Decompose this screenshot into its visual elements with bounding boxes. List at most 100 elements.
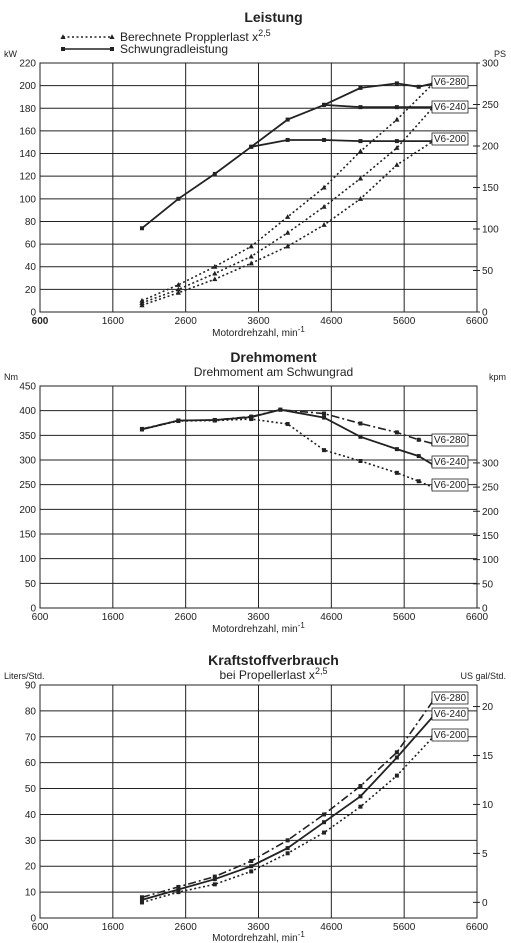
x-tick-label: 3600 xyxy=(247,612,270,623)
y2-tick-label: 50 xyxy=(482,579,494,590)
y2-tick-label: 100 xyxy=(482,225,499,236)
data-point xyxy=(139,302,145,308)
y2-tick-label: 150 xyxy=(482,531,499,542)
data-point xyxy=(176,196,181,201)
data-point xyxy=(357,148,364,154)
data-point xyxy=(416,84,421,89)
x-tick-label: 1600 xyxy=(102,612,125,623)
y-tick-label: 10 xyxy=(25,888,37,899)
data-point xyxy=(394,430,399,435)
x-tick-label: 5600 xyxy=(393,922,416,933)
data-point xyxy=(139,427,144,432)
x-tick-label: 2600 xyxy=(175,316,198,327)
data-point xyxy=(212,874,217,879)
data-point xyxy=(321,222,327,227)
legend-marker xyxy=(60,34,66,39)
plot-frame xyxy=(39,385,478,609)
y-tick-label: 60 xyxy=(25,758,37,769)
series-tag-box xyxy=(431,455,469,469)
x-tick-label: 5600 xyxy=(393,612,416,623)
series-tag-label: V6-240 xyxy=(434,709,467,720)
data-point xyxy=(394,447,399,452)
y-tick-label: 40 xyxy=(25,810,37,821)
y2-tick-label: 10 xyxy=(482,800,494,811)
y-tick-label: 250 xyxy=(19,480,36,491)
y-tick-label: 160 xyxy=(19,126,36,137)
x-tick-label: 6600 xyxy=(466,612,489,623)
data-point xyxy=(357,196,364,201)
series-tag: V6-200 xyxy=(431,478,469,492)
series-tag: V6-200 xyxy=(431,132,469,146)
x-axis-label-superscript: -1 xyxy=(298,930,306,939)
data-point xyxy=(321,203,327,209)
data-point xyxy=(249,417,254,422)
x-tick-label: 1600 xyxy=(102,922,125,933)
y2-tick-label: 100 xyxy=(482,555,499,566)
data-point xyxy=(248,243,254,249)
data-point xyxy=(358,434,363,439)
data-point xyxy=(358,458,363,463)
y2-tick-label: 250 xyxy=(482,483,499,494)
x-tick-label: 6600 xyxy=(466,922,489,933)
data-point xyxy=(358,139,363,144)
data-point xyxy=(212,171,217,176)
series-tag-box xyxy=(431,100,469,114)
data-point xyxy=(358,804,363,809)
y-tick-label: 0 xyxy=(30,604,36,615)
y-tick-label: 200 xyxy=(19,81,36,92)
data-point xyxy=(212,418,217,423)
series-tag-label: V6-240 xyxy=(434,457,467,468)
y-tick-label: 40 xyxy=(25,262,37,273)
data-point xyxy=(285,214,291,219)
y2-tick-label: 300 xyxy=(482,458,499,469)
y-axis-unit-right: kpm xyxy=(489,372,506,382)
x-axis-label: Motordrehzahl, min-1 xyxy=(212,325,305,339)
data-point xyxy=(285,117,290,122)
y-tick-label: 50 xyxy=(25,784,37,795)
data-point xyxy=(285,838,290,843)
y-tick-label: 80 xyxy=(25,706,37,717)
data-point xyxy=(358,85,363,90)
data-point xyxy=(394,162,400,167)
y2-tick-label: 0 xyxy=(482,604,488,615)
y2-tick-label: 15 xyxy=(482,751,494,762)
y-tick-label: 450 xyxy=(19,382,36,393)
data-point xyxy=(278,407,283,412)
x-tick-label: 4600 xyxy=(320,316,343,327)
data-point xyxy=(139,895,144,900)
series-tag-box xyxy=(431,433,469,447)
series-tag-box xyxy=(431,75,469,89)
y-tick-label: 400 xyxy=(19,406,36,417)
data-point xyxy=(416,479,421,484)
series-line-V6-280-solid xyxy=(141,82,434,229)
y-tick-label: 140 xyxy=(19,149,36,160)
y-axis-unit-right: PS xyxy=(494,49,506,59)
y-tick-label: 0 xyxy=(30,914,36,925)
y-tick-label: 20 xyxy=(25,862,37,873)
series-tag-label: V6-200 xyxy=(434,730,467,741)
series-tag-label: V6-280 xyxy=(434,77,467,88)
data-point xyxy=(212,276,218,282)
data-point xyxy=(321,184,327,190)
y-axis-unit-right: US gal/Std. xyxy=(460,671,506,681)
y-tick-label: 50 xyxy=(25,579,37,590)
data-point xyxy=(322,415,327,420)
data-point xyxy=(212,263,218,269)
series-tag: V6-200 xyxy=(431,728,469,742)
y2-tick-label: 0 xyxy=(482,308,488,319)
y-tick-label: 80 xyxy=(25,217,37,228)
data-point xyxy=(358,783,363,788)
y-tick-label: 100 xyxy=(19,554,36,565)
y-tick-label: 90 xyxy=(25,681,37,692)
series-tag: V6-280 xyxy=(431,691,469,705)
x-tick-label: 4600 xyxy=(320,922,343,933)
data-point xyxy=(285,846,290,851)
series-tag-box xyxy=(431,478,469,492)
series-line-V6-200-dotted xyxy=(141,140,434,306)
y-tick-label: 120 xyxy=(19,172,36,183)
data-point xyxy=(248,253,254,259)
series-tag-label: V6-200 xyxy=(434,480,467,491)
